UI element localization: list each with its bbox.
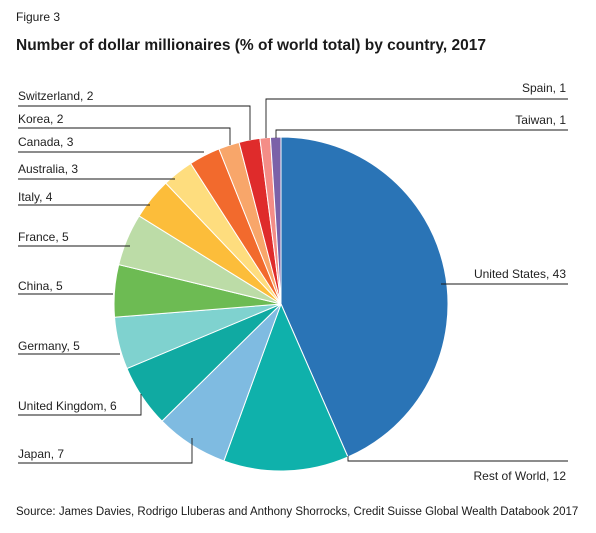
label-france: France, 5 — [18, 230, 69, 244]
leader-switzerland — [18, 105, 251, 140]
source-note: Source: James Davies, Rodrigo Lluberas a… — [16, 506, 579, 518]
slice-labels: United States, 43 Rest of World, 12 Japan,… — [18, 81, 566, 483]
label-switzerland: Switzerland, 2 — [18, 89, 94, 103]
leader-united-kingdom — [18, 394, 142, 416]
leader-japan — [18, 438, 193, 464]
label-taiwan: Taiwan, 1 — [515, 113, 566, 127]
leader-korea — [18, 127, 231, 145]
pie-slices — [113, 136, 449, 472]
label-spain: Spain, 1 — [522, 81, 566, 95]
label-japan: Japan, 7 — [18, 447, 64, 461]
label-rest-of-world: Rest of World, 12 — [474, 469, 567, 483]
chart-title: Number of dollar millionaires (% of worl… — [16, 37, 486, 54]
leader-taiwan — [275, 129, 568, 138]
leader-rest-of-world — [347, 456, 568, 462]
slice-rest-of-world — [223, 302, 349, 472]
leader-lines — [18, 98, 568, 464]
label-australia: Australia, 3 — [18, 162, 78, 176]
label-united-kingdom: United Kingdom, 6 — [18, 399, 117, 413]
slice-united-states — [280, 136, 449, 458]
label-germany: Germany, 5 — [18, 339, 80, 353]
label-china: China, 5 — [18, 279, 63, 293]
figure-label: Figure 3 — [16, 10, 61, 24]
label-korea: Korea, 2 — [18, 112, 64, 126]
leader-spain — [265, 98, 568, 138]
label-united-states: United States, 43 — [474, 267, 566, 281]
label-canada: Canada, 3 — [18, 135, 74, 149]
label-italy: Italy, 4 — [18, 190, 53, 204]
